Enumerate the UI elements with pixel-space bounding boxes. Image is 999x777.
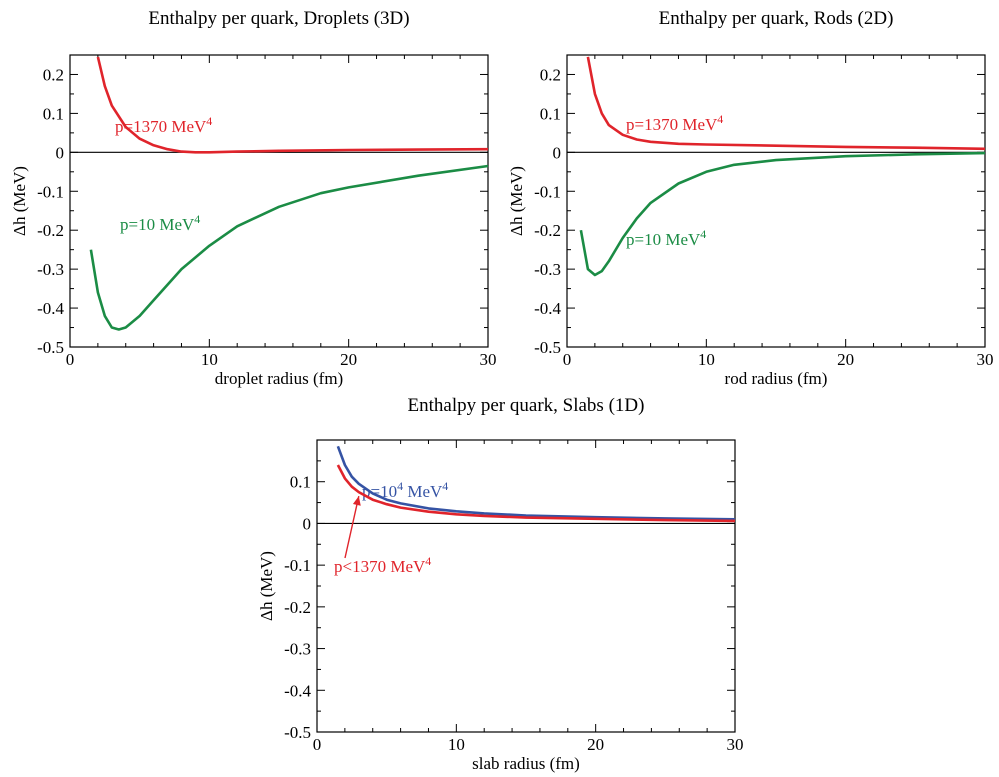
y-axis-label: Δh (MeV) [507,166,526,236]
y-tick-label: 0.1 [43,104,64,123]
y-tick-label: 0.2 [540,65,561,84]
x-tick-label: 0 [313,735,322,754]
chart-title: Enthalpy per quark, Droplets (3D) [148,8,409,29]
y-tick-label: -0.4 [37,299,64,318]
y-tick-label: -0.3 [37,260,64,279]
y-tick-label: 0.1 [540,104,561,123]
y-axis-label: Δh (MeV) [257,551,276,621]
x-axis-label: rod radius (fm) [725,369,828,388]
series-line-red [586,56,986,151]
chart-1: Enthalpy per quark, Droplets (3D) 0 10 20 30… [10,8,497,388]
series-line-red [96,56,489,154]
y-tick-label: -0.1 [284,556,311,575]
series-annotation: p<1370 MeV4 [334,554,431,576]
y-tick-label: 0.2 [43,65,64,84]
series-line-green [89,164,489,331]
y-tick-label: -0.3 [284,640,311,659]
y-tick-label: 0 [303,514,312,533]
y-tick-label: -0.2 [284,598,311,617]
x-tick-label: 20 [340,350,357,369]
y-tick-label: -0.1 [37,182,64,201]
x-axis-label: droplet radius (fm) [215,369,343,388]
annotation-arrowhead [352,496,361,506]
x-tick-label: 0 [66,350,75,369]
x-tick-label: 10 [698,350,715,369]
x-tick-label: 20 [837,350,854,369]
y-tick-label: -0.4 [284,681,311,700]
x-tick-label: 10 [201,350,218,369]
y-tick-label: -0.1 [534,182,561,201]
x-tick-label: 30 [977,350,994,369]
y-tick-label: -0.5 [534,338,561,357]
series-line-blue [336,445,736,521]
series-annotation: p=1370 MeV4 [115,114,212,136]
x-tick-label: 20 [587,735,604,754]
x-tick-label: 30 [480,350,497,369]
series-annotation: p=104 MeV4 [362,479,448,501]
y-tick-label: -0.3 [534,260,561,279]
series-annotation: p=10 MeV4 [120,212,200,234]
x-tick-label: 10 [448,735,465,754]
plot-frame [566,54,986,348]
series-annotation: p=10 MeV4 [626,227,706,249]
chart-3: Enthalpy per quark, Slabs (1D) 0 10 20 30 -0.… [257,395,744,773]
y-tick-label: -0.2 [534,221,561,240]
y-axis-label: Δh (MeV) [10,166,29,236]
y-tick-label: -0.5 [284,723,311,742]
y-tick-label: -0.4 [534,299,561,318]
chart-title: Enthalpy per quark, Rods (2D) [659,8,894,29]
series-annotation: p=1370 MeV4 [626,112,723,134]
x-tick-label: 0 [563,350,572,369]
plot-frame [69,54,489,348]
y-tick-label: 0 [56,143,65,162]
x-tick-label: 30 [727,735,744,754]
y-tick-label: 0.1 [290,473,311,492]
chart-title: Enthalpy per quark, Slabs (1D) [408,395,645,416]
annotation-arrow [344,495,360,559]
y-tick-label: -0.2 [37,221,64,240]
series-line-red [336,464,736,523]
y-tick-label: -0.5 [37,338,64,357]
x-axis-label: slab radius (fm) [472,754,580,773]
y-tick-label: 0 [553,143,562,162]
chart-2: Enthalpy per quark, Rods (2D) 0 10 20 30 -0.5… [507,8,994,388]
series-line-green [579,151,986,277]
